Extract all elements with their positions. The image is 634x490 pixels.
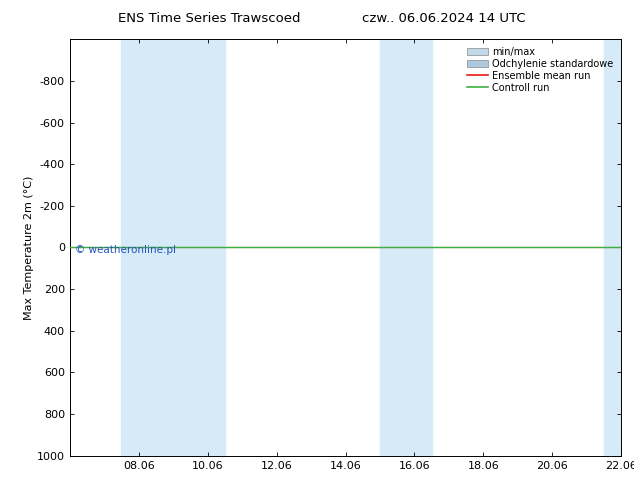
Text: © weatheronline.pl: © weatheronline.pl [75,245,176,255]
Text: czw.. 06.06.2024 14 UTC: czw.. 06.06.2024 14 UTC [362,12,526,25]
Y-axis label: Max Temperature 2m (°C): Max Temperature 2m (°C) [24,175,34,319]
Bar [604,39,621,456]
Legend: min/max, Odchylenie standardowe, Ensemble mean run, Controll run: min/max, Odchylenie standardowe, Ensembl… [464,44,616,96]
Bar [380,39,432,456]
Bar [122,39,225,456]
Text: ENS Time Series Trawscoed: ENS Time Series Trawscoed [118,12,301,25]
